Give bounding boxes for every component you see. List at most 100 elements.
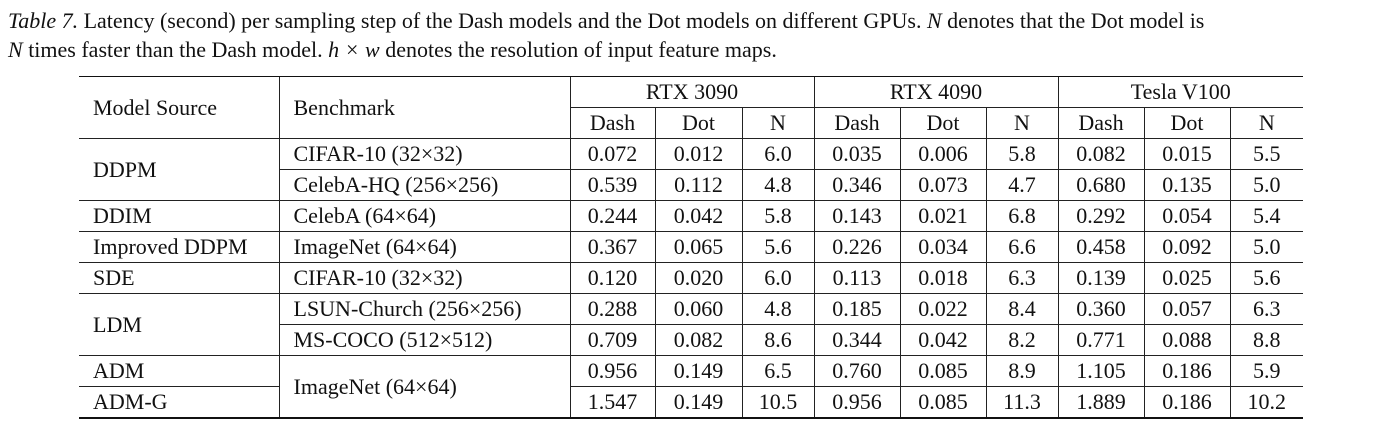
value-cell: 0.185 (813, 293, 900, 325)
value-cell: 0.113 (813, 262, 900, 294)
value-cell: 0.186 (1143, 355, 1230, 387)
value-cell: 10.2 (1229, 386, 1304, 419)
subheader-cell: Dash (813, 107, 900, 139)
table-row: CelebA-HQ (256×256) 0.539 0.112 4.8 0.346 0.0… (79, 169, 1304, 201)
value-cell: 0.112 (654, 169, 742, 201)
value-cell: 0.034 (899, 231, 986, 263)
benchmark-cell: CIFAR-10 (32×32) (278, 262, 570, 294)
value-cell: 0.244 (569, 200, 655, 232)
header-row-metrics: Dash Dot N Dash Dot N Dash Dot N (79, 107, 1304, 139)
value-cell: 0.344 (813, 324, 900, 356)
value-cell: 0.539 (569, 169, 655, 201)
value-cell: 4.7 (985, 169, 1058, 201)
value-cell: 0.288 (569, 293, 655, 325)
header-gpu-teslav100: Tesla V100 (1057, 76, 1304, 108)
value-cell: 0.346 (813, 169, 900, 201)
value-cell: 0.680 (1057, 169, 1144, 201)
value-cell: 0.149 (654, 355, 742, 387)
value-cell: 0.135 (1143, 169, 1230, 201)
subheader-cell: Dot (654, 107, 742, 139)
value-cell: 4.8 (741, 169, 814, 201)
value-cell: 0.082 (654, 324, 742, 356)
value-cell: 0.360 (1057, 293, 1144, 325)
value-cell: 5.9 (1229, 355, 1304, 387)
caption-text-2: denotes that the Dot model is (941, 8, 1205, 33)
value-cell: 0.186 (1143, 386, 1230, 419)
value-cell: 0.012 (654, 138, 742, 170)
value-cell: 5.6 (741, 231, 814, 263)
header-row-gpu: Model Source Benchmark RTX 3090 RTX 4090… (79, 76, 1304, 139)
table-row: SDE CIFAR-10 (32×32) 0.120 0.020 6.0 0.113 0.0… (79, 262, 1304, 294)
value-cell: 5.8 (741, 200, 814, 232)
subheader-cell: Dot (1143, 107, 1230, 139)
value-cell: 0.025 (1143, 262, 1230, 294)
value-cell: 1.105 (1057, 355, 1144, 387)
value-cell: 0.015 (1143, 138, 1230, 170)
benchmark-cell: ImageNet (64×64) (278, 355, 570, 419)
value-cell: 6.6 (985, 231, 1058, 263)
value-cell: 0.060 (654, 293, 742, 325)
value-cell: 0.072 (569, 138, 655, 170)
value-cell: 0.042 (899, 324, 986, 356)
value-cell: 0.709 (569, 324, 655, 356)
subheader-cell: Dot (899, 107, 986, 139)
value-cell: 0.120 (569, 262, 655, 294)
value-cell: 8.2 (985, 324, 1058, 356)
value-cell: 1.889 (1057, 386, 1144, 419)
value-cell: 6.8 (985, 200, 1058, 232)
value-cell: 5.6 (1229, 262, 1304, 294)
value-cell: 0.082 (1057, 138, 1144, 170)
value-cell: 0.020 (654, 262, 742, 294)
caption-var-n: N (926, 8, 942, 33)
caption-var-hw: h × w (328, 37, 380, 62)
value-cell: 6.3 (985, 262, 1058, 294)
subheader-cell: Dash (1057, 107, 1144, 139)
value-cell: 8.8 (1229, 324, 1304, 356)
table-row: LDM LSUN-Church (256×256) 0.288 0.060 4.8 0.1… (79, 293, 1304, 356)
value-cell: 5.0 (1229, 169, 1304, 201)
value-cell: 0.367 (569, 231, 655, 263)
caption-var-n2: N (8, 37, 23, 62)
value-cell: 0.088 (1143, 324, 1230, 356)
table-row: DDIM CelebA (64×64) 0.244 0.042 5.8 0.143 0.02… (79, 200, 1304, 232)
table-body: DDPM CIFAR-10 (32×32) 0.072 0.012 6.0 0.035 0.… (79, 138, 1304, 419)
subheader-cell: Dash (569, 107, 655, 139)
value-cell: 4.8 (741, 293, 814, 325)
value-cell: 6.5 (741, 355, 814, 387)
model-source-cell: Improved DDPM (79, 231, 279, 263)
benchmark-cell: ImageNet (64×64) (278, 231, 570, 263)
value-cell: 8.6 (741, 324, 814, 356)
value-cell: 0.054 (1143, 200, 1230, 232)
value-cell: 0.292 (1057, 200, 1144, 232)
value-cell: 0.458 (1057, 231, 1144, 263)
model-source-cell: ADM-G (79, 386, 279, 419)
table-row: MS-COCO (512×512) 0.709 0.082 8.6 0.344 0.042… (79, 324, 1304, 356)
value-cell: 0.956 (813, 386, 900, 419)
model-source-cell: DDIM (79, 200, 279, 232)
model-source-cell: LDM (79, 293, 279, 356)
value-cell: 0.006 (899, 138, 986, 170)
value-cell: 5.0 (1229, 231, 1304, 263)
value-cell: 0.760 (813, 355, 900, 387)
value-cell: 6.0 (741, 138, 814, 170)
value-cell: 0.018 (899, 262, 986, 294)
value-cell: 10.5 (741, 386, 814, 419)
value-cell: 8.4 (985, 293, 1058, 325)
benchmark-cell: MS-COCO (512×512) (278, 324, 570, 356)
subheader-cell: N (1229, 107, 1304, 139)
value-cell: 8.9 (985, 355, 1058, 387)
value-cell: 5.4 (1229, 200, 1304, 232)
value-cell: 5.5 (1229, 138, 1304, 170)
table-row: ADM ImageNet (64×64) 0.956 0.149 6.5 0.760 0.0… (79, 355, 1304, 419)
value-cell: 1.547 (569, 386, 655, 419)
value-cell: 0.226 (813, 231, 900, 263)
value-cell: 6.0 (741, 262, 814, 294)
benchmark-cell: LSUN-Church (256×256) (278, 293, 570, 325)
model-source-cell: SDE (79, 262, 279, 294)
header-gpu-rtx3090: RTX 3090 (569, 76, 814, 108)
model-source-cell: ADM (79, 355, 279, 387)
subheader-cell: N (985, 107, 1058, 139)
latency-table: Model Source Benchmark RTX 3090 RTX 4090… (79, 76, 1304, 419)
header-gpu-rtx4090: RTX 4090 (813, 76, 1058, 108)
caption-text-1: Latency (second) per sampling step of th… (78, 8, 927, 33)
